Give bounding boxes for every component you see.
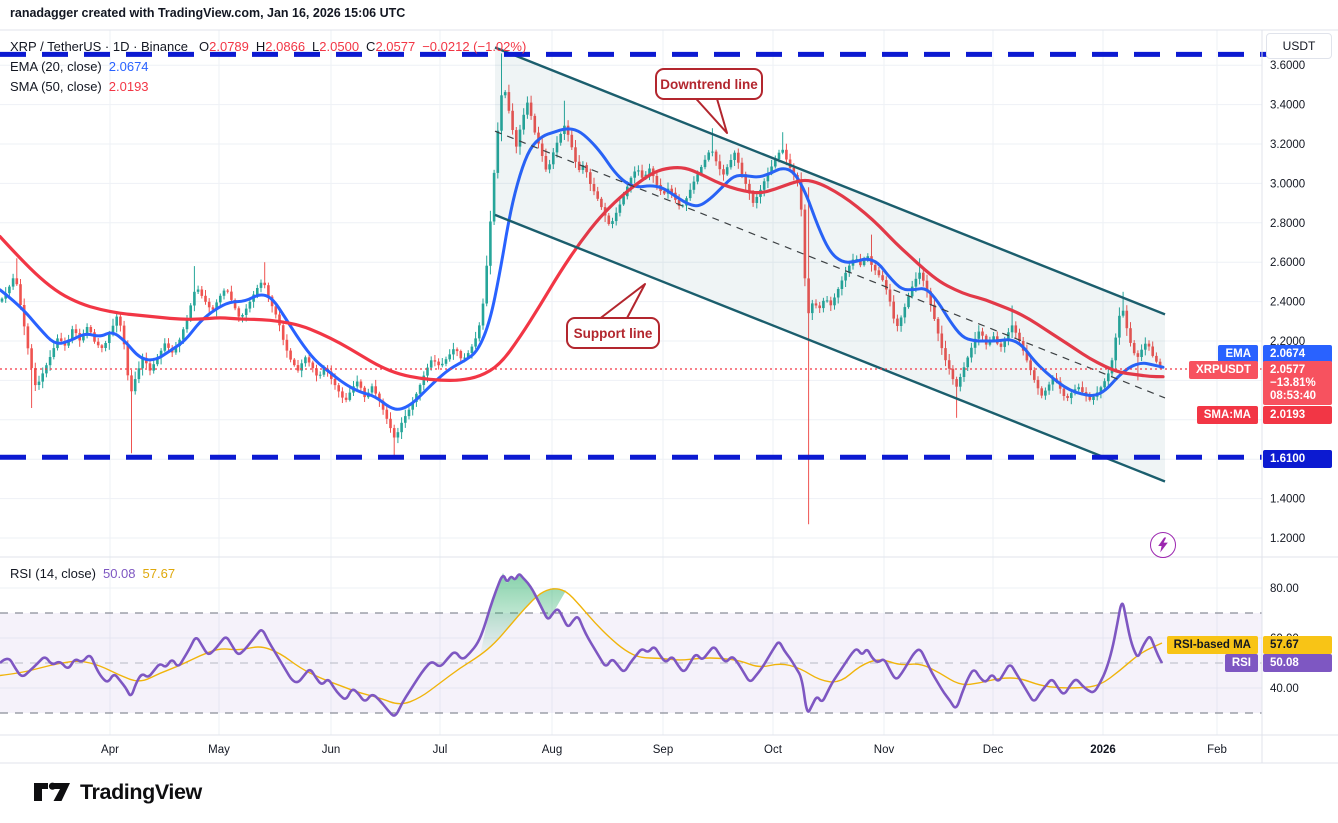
lightning-bolt-icon <box>1158 537 1168 553</box>
month-label: 2026 <box>1090 744 1116 756</box>
price-tick-label: 3.0000 <box>1270 178 1305 190</box>
ohlc-close: C2.0577 <box>366 39 416 54</box>
tradingview-logo[interactable]: TradingView <box>33 777 202 807</box>
ema-price-badge: 2.0674 <box>1263 345 1332 363</box>
change-value: −0.0212 (−1.02%) <box>422 39 527 54</box>
flash-icon[interactable] <box>1150 532 1176 558</box>
sma-value: 2.0193 <box>108 79 149 94</box>
support-callout[interactable]: Support line <box>566 317 660 349</box>
downtrend-line[interactable] <box>494 46 1166 316</box>
month-label: Oct <box>764 744 783 756</box>
time-axis[interactable]: Apr May Jun Jul Aug Sep Oct Nov Dec 2026 Feb <box>101 744 1227 756</box>
symbol-float-label: XRPUSDT <box>1189 361 1258 379</box>
support-line[interactable] <box>494 213 1166 483</box>
month-label: Feb <box>1207 744 1227 756</box>
xrpusdt-price-badge: 2.0577 −13.81% 08:53:40 <box>1263 361 1332 405</box>
symbol-title: XRP / TetherUS · 1D · Binance <box>10 39 188 54</box>
price-tick-label: 1.4000 <box>1270 494 1305 506</box>
rsi-legend[interactable]: RSI (14, close) 50.08 57.67 <box>10 566 175 581</box>
price-tick-label: 3.6000 <box>1270 60 1305 72</box>
price-tick-label: 2.4000 <box>1270 297 1305 309</box>
rsi-value-badge: 50.08 <box>1263 654 1332 672</box>
month-label: Jul <box>433 744 448 756</box>
ohlc-low: L2.0500 <box>312 39 360 54</box>
xrpusdt-change: −13.81% <box>1270 376 1316 389</box>
rsi-value: 50.08 <box>102 566 136 581</box>
price-tick-label: 2.6000 <box>1270 257 1305 269</box>
channel-median-line[interactable] <box>494 130 1166 399</box>
rsi-ma-line[interactable] <box>0 588 1163 705</box>
sma-legend[interactable]: SMA (50, close) 2.0193 <box>10 79 149 94</box>
symbol-legend[interactable]: XRP / TetherUS · 1D · Binance O2.0789 H2… <box>10 39 526 54</box>
rsi-line[interactable] <box>0 573 1164 717</box>
ema-legend[interactable]: EMA (20, close) 2.0674 <box>10 59 149 74</box>
support-callout-text: Support line <box>573 325 653 341</box>
ema-float-label: EMA <box>1218 345 1258 363</box>
month-label: Dec <box>983 744 1004 756</box>
price-tick-label: 3.4000 <box>1270 100 1305 112</box>
month-label: Apr <box>101 744 119 756</box>
level-badge-1-6100: 1.6100 <box>1263 450 1332 468</box>
ema-label: EMA (20, close) <box>10 59 102 74</box>
attribution-text: ranadagger created with TradingView.com,… <box>10 6 406 20</box>
tradingview-logo-text: TradingView <box>80 779 202 804</box>
rsi-float-label: RSI <box>1224 654 1258 672</box>
downtrend-callout[interactable]: Downtrend line <box>655 68 763 100</box>
price-tick-label: 3.2000 <box>1270 139 1305 151</box>
tradingview-logo-mark-icon <box>34 782 70 801</box>
xrpusdt-countdown: 08:53:40 <box>1270 389 1317 402</box>
month-label: May <box>208 744 230 756</box>
sma-line[interactable] <box>0 165 1165 383</box>
rsi-tick-label: 80.00 <box>1270 583 1299 595</box>
month-label: Jun <box>322 744 341 756</box>
usdt-button[interactable]: USDT <box>1266 33 1332 59</box>
descending-channel[interactable] <box>494 46 1166 483</box>
price-tick-label: 2.8000 <box>1270 218 1305 230</box>
ohlc-open: O2.0789 <box>199 39 249 54</box>
rsi-ma-value-badge: 57.67 <box>1263 636 1332 654</box>
sma-float-label: SMA:MA <box>1196 406 1258 424</box>
month-label: Nov <box>874 744 895 756</box>
xrpusdt-last-price: 2.0577 <box>1270 363 1306 376</box>
rsi-tick-label: 40.00 <box>1270 683 1299 695</box>
rsi-ma-value: 57.67 <box>142 566 176 581</box>
rsi-ma-float-label: RSI-based MA <box>1166 636 1258 654</box>
sma-label: SMA (50, close) <box>10 79 102 94</box>
sma-price-badge: 2.0193 <box>1263 406 1332 424</box>
ema-value: 2.0674 <box>108 59 149 74</box>
rsi-label: RSI (14, close) <box>10 566 96 581</box>
downtrend-callout-text: Downtrend line <box>660 76 758 92</box>
ema-line[interactable] <box>0 127 1165 411</box>
pane-borders <box>0 29 1338 764</box>
month-label: Aug <box>542 744 562 756</box>
ohlc-high: H2.0866 <box>255 39 306 54</box>
price-tick-label: 1.2000 <box>1270 533 1305 545</box>
month-label: Sep <box>653 744 673 756</box>
